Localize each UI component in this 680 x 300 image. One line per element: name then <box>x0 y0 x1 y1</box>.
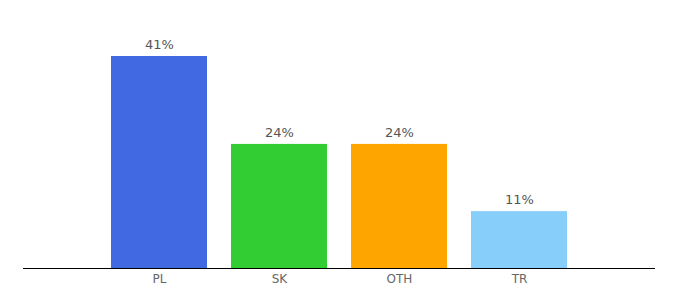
svg-text:24%: 24% <box>385 125 414 140</box>
svg-text:TR: TR <box>511 272 528 286</box>
svg-text:41%: 41% <box>145 37 174 52</box>
svg-text:SK: SK <box>272 272 289 286</box>
svg-text:11%: 11% <box>505 192 534 207</box>
svg-text:24%: 24% <box>265 125 294 140</box>
svg-text:OTH: OTH <box>387 272 413 286</box>
svg-text:PL: PL <box>153 272 167 286</box>
